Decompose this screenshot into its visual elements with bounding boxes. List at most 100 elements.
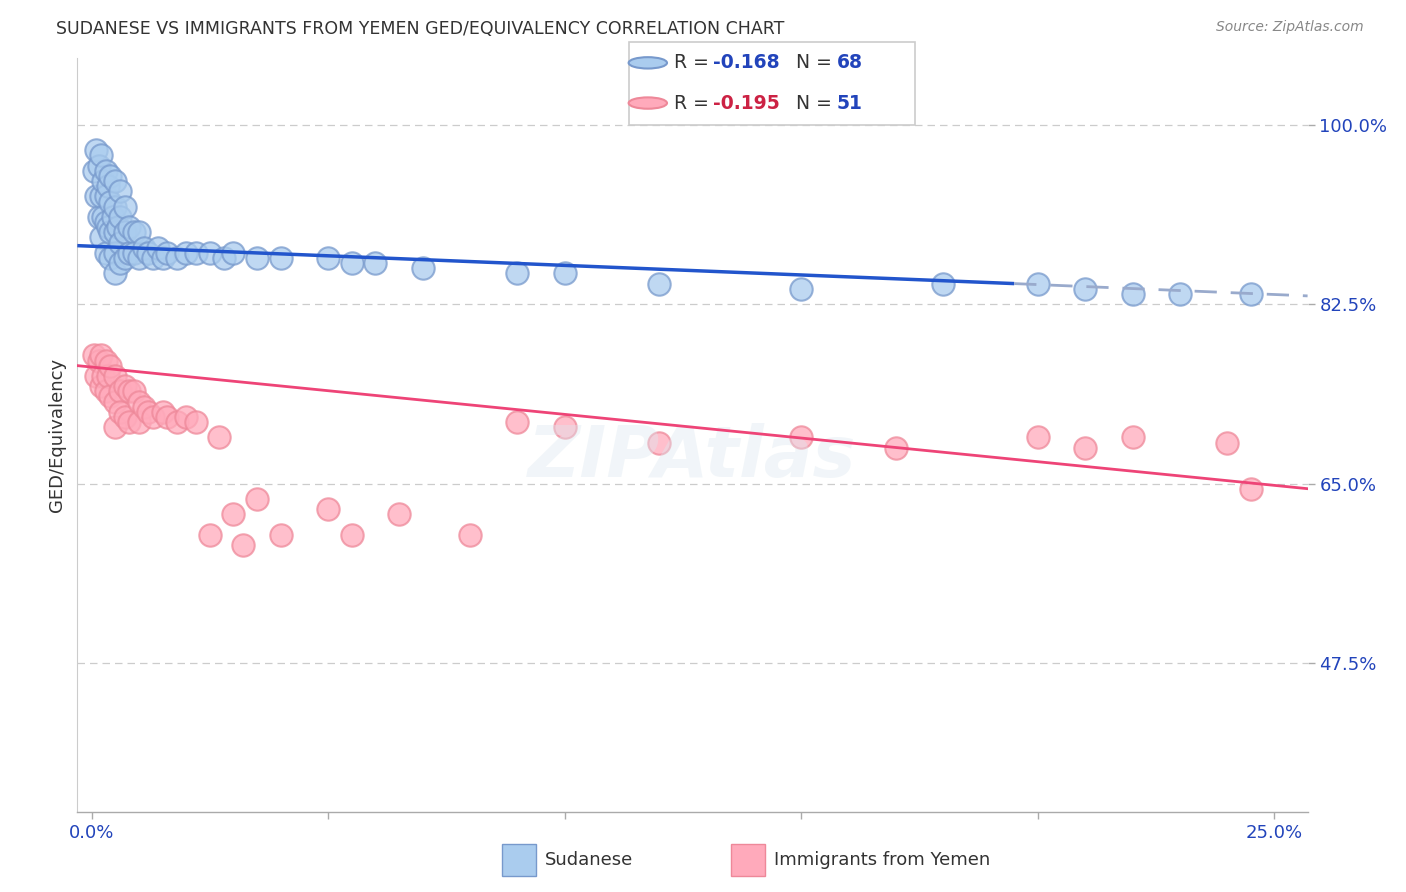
Text: Source: ZipAtlas.com: Source: ZipAtlas.com [1216,20,1364,34]
Point [648,277,671,291]
Point [364,256,387,270]
Point [108,256,131,270]
Point [108,210,131,224]
Point [108,184,131,198]
Point [208,430,231,444]
Point [156,409,179,424]
Y-axis label: GED/Equivalency: GED/Equivalency [48,358,66,512]
Point [458,528,481,542]
Point [340,528,363,542]
Text: ZIPAtlas: ZIPAtlas [529,423,856,492]
Point [554,266,576,280]
Point [340,256,363,270]
Point [97,220,120,235]
Point [212,251,235,265]
Point [108,405,131,419]
Point [104,225,127,239]
Point [128,394,150,409]
Point [104,174,127,188]
Point [1216,435,1239,450]
Text: SUDANESE VS IMMIGRANTS FROM YEMEN GED/EQUIVALENCY CORRELATION CHART: SUDANESE VS IMMIGRANTS FROM YEMEN GED/EQ… [56,20,785,37]
Point [90,148,112,162]
Point [222,245,245,260]
Point [100,225,122,239]
Point [90,230,112,244]
Point [790,282,813,296]
Point [101,210,124,224]
Point [790,430,813,444]
Point [232,538,254,552]
Point [198,528,221,542]
Point [174,245,197,260]
Point [90,348,112,362]
Circle shape [628,57,666,69]
Point [94,163,117,178]
Point [648,435,671,450]
Point [87,159,110,173]
Point [506,266,529,280]
Point [1026,277,1049,291]
Point [104,200,127,214]
Point [122,245,145,260]
Point [104,368,127,383]
Point [166,251,188,265]
Point [132,241,155,255]
Point [222,508,245,522]
Point [90,189,112,203]
Point [142,409,165,424]
Point [246,491,269,506]
Point [146,241,169,255]
Point [1026,430,1049,444]
Point [118,245,141,260]
Text: N =: N = [783,94,838,112]
Text: N =: N = [783,54,838,72]
Text: R =: R = [675,94,716,112]
Circle shape [628,97,666,109]
Point [184,245,207,260]
Point [97,368,120,383]
Point [104,245,127,260]
Point [90,379,112,393]
Point [104,266,127,280]
Point [93,174,115,188]
Text: 68: 68 [837,54,863,72]
Point [93,368,115,383]
Point [1168,286,1191,301]
Point [1240,482,1263,496]
Point [128,251,150,265]
Point [152,251,174,265]
Point [316,502,339,516]
FancyBboxPatch shape [502,844,536,876]
Point [97,179,120,194]
Text: -0.168: -0.168 [713,54,779,72]
Text: -0.195: -0.195 [713,94,779,112]
Point [932,277,955,291]
Point [128,415,150,429]
Point [132,400,155,414]
Point [114,251,136,265]
Point [114,379,136,393]
Point [114,225,136,239]
FancyBboxPatch shape [731,844,765,876]
Point [156,245,179,260]
Point [174,409,197,424]
Point [128,225,150,239]
Point [100,359,122,373]
Point [114,409,136,424]
FancyBboxPatch shape [628,42,915,125]
Point [1121,286,1143,301]
Point [108,235,131,250]
Point [87,210,110,224]
Point [94,245,117,260]
Point [136,245,159,260]
Point [108,384,131,399]
Point [94,215,117,229]
Point [1074,441,1097,455]
Point [84,189,107,203]
Point [100,389,122,403]
Point [100,251,122,265]
Point [104,394,127,409]
Point [87,353,110,368]
Text: R =: R = [675,54,716,72]
Point [100,169,122,183]
